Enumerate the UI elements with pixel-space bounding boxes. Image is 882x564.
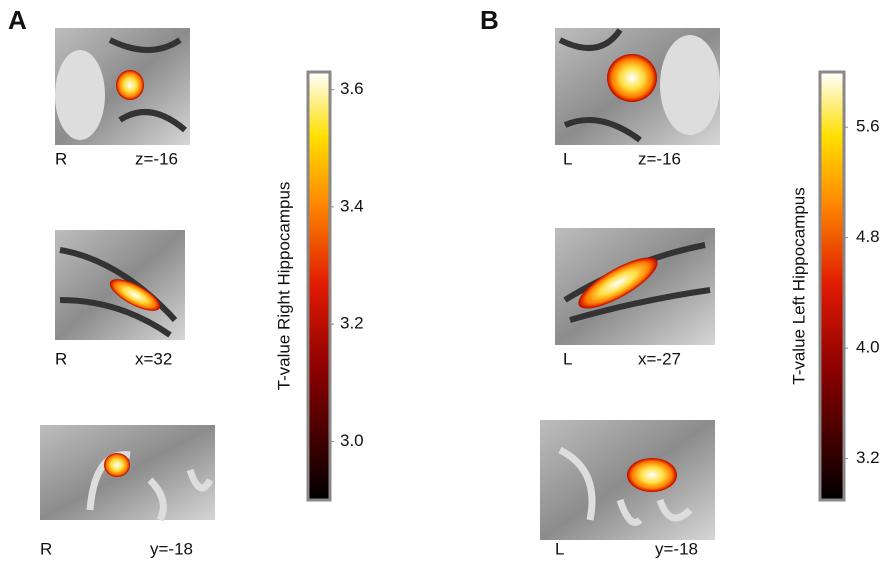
activation — [607, 54, 657, 102]
slice-side: R — [40, 539, 52, 558]
activation — [627, 458, 677, 492]
slice-coordinate: y=-18 — [655, 539, 698, 558]
slice-side: L — [563, 349, 572, 368]
panel-label: B — [480, 5, 499, 35]
colorbar-title: T-value Left Hippocampus — [789, 187, 808, 385]
colorbar-tick-label: 3.2 — [856, 448, 880, 467]
brain-structure — [558, 446, 693, 526]
slice-coordinate: x=-27 — [638, 349, 681, 368]
colorbar-title: T-value Right Hippocampus — [274, 182, 293, 391]
brain-structure — [660, 35, 720, 135]
colorbar — [818, 70, 846, 502]
panel-label: A — [8, 5, 27, 35]
brain-images — [40, 28, 720, 540]
brain-structure — [59, 247, 178, 338]
colorbar-tick-label: 4.0 — [856, 338, 880, 357]
slice-coordinate: x=32 — [135, 349, 172, 368]
brain-structure — [108, 37, 187, 133]
brain-structure — [55, 50, 105, 140]
slice-coordinate: z=-16 — [638, 149, 681, 168]
activation — [116, 70, 144, 100]
slice-coordinate: y=-18 — [150, 539, 193, 558]
colorbar-tick-label: 3.4 — [340, 196, 364, 215]
slice-side: L — [563, 149, 572, 168]
brain-slice — [40, 425, 215, 520]
colorbar-tick-label: 4.8 — [856, 227, 880, 246]
brain-structure — [558, 28, 642, 143]
colorbar-tick-label: 3.0 — [340, 431, 364, 450]
colorbar-tick-label: 5.6 — [856, 117, 880, 136]
activation — [104, 453, 130, 477]
slice-side: L — [555, 539, 564, 558]
slice-coordinate: z=-16 — [135, 149, 178, 168]
colorbar-tick-label: 3.2 — [340, 314, 364, 333]
colorbar-tick-label: 3.6 — [340, 79, 364, 98]
activation — [578, 257, 658, 309]
slice-side: R — [55, 349, 67, 368]
activation — [109, 279, 161, 311]
colorbar — [306, 70, 332, 502]
slice-side: R — [55, 149, 67, 168]
